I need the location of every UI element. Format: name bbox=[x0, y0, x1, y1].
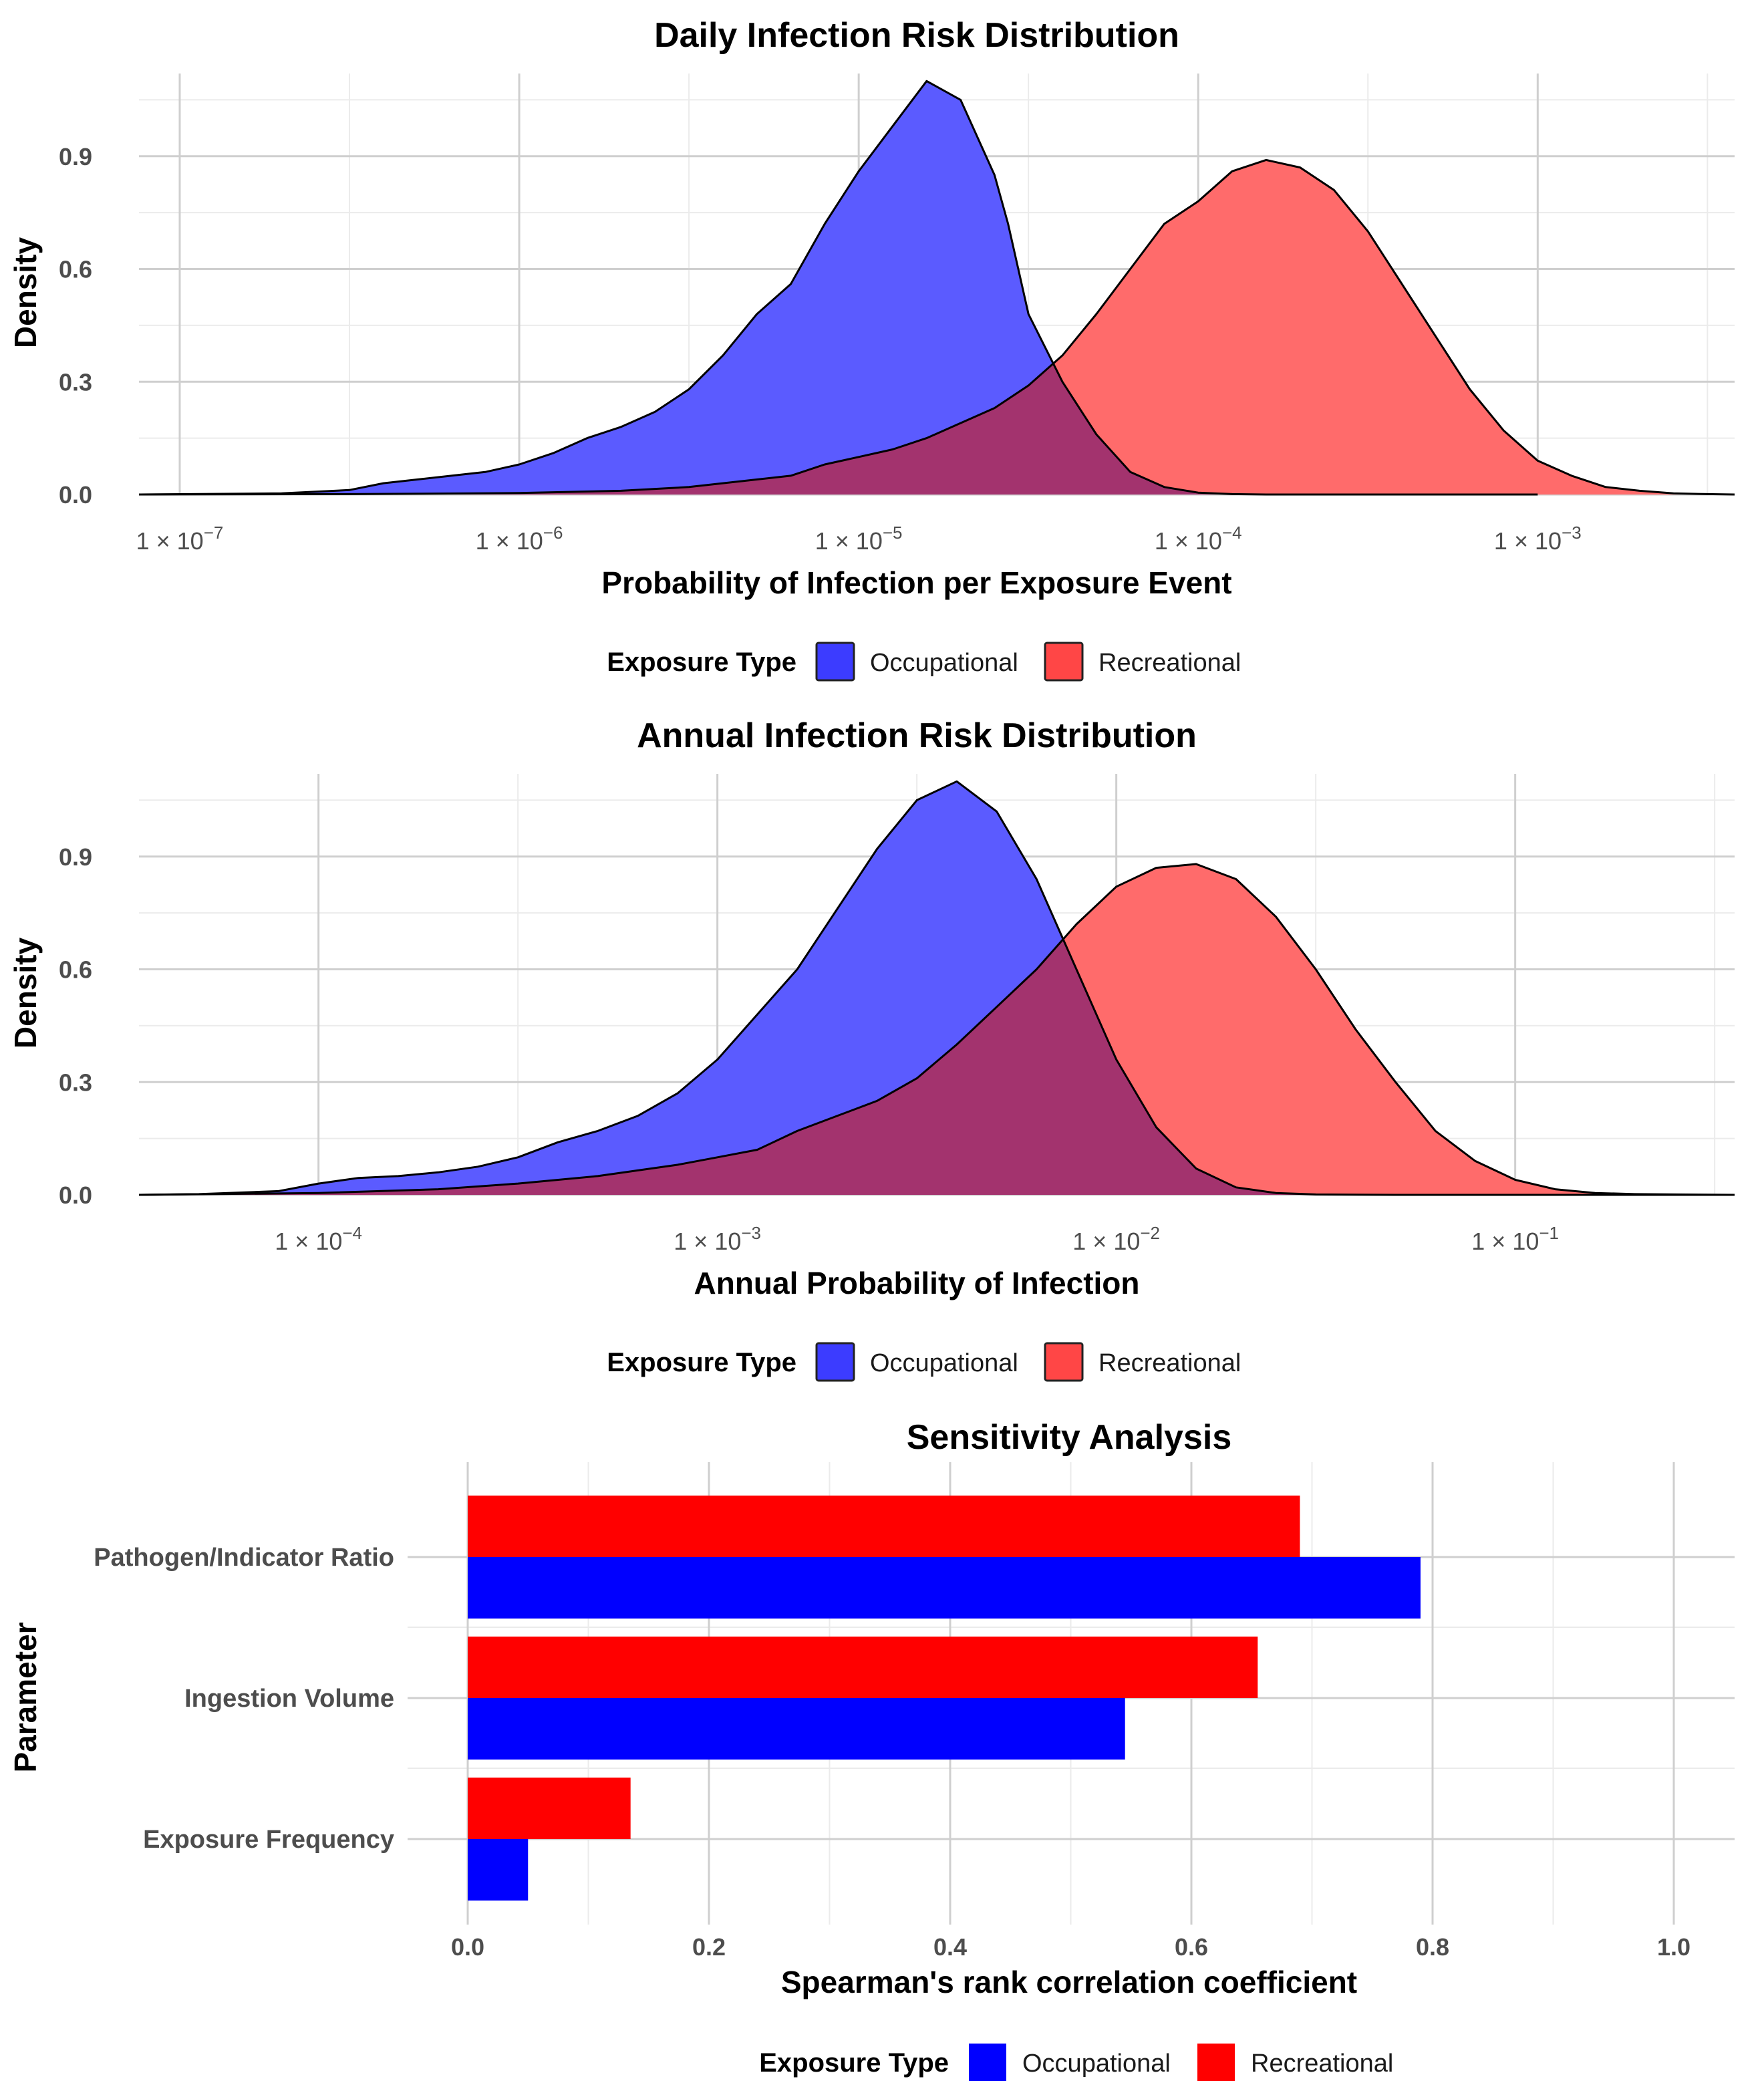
sensitivity-x-axis-title: Spearman's rank correlation coefficient bbox=[781, 1965, 1357, 1999]
x-tick-label: 1.0 bbox=[1657, 1933, 1690, 1961]
occupational-bar bbox=[468, 1557, 1421, 1619]
occupational-density-area bbox=[139, 81, 1538, 495]
annual-x-ticks: 1 × 10−4 1 × 10−3 1 × 10−2 1 × 10−1 bbox=[275, 1223, 1559, 1255]
x-tick-label: 0.4 bbox=[933, 1933, 967, 1961]
occupational-bar bbox=[468, 1839, 529, 1901]
x-tick-label: 1 × 10−5 bbox=[815, 523, 903, 555]
daily-y-axis-title: Density bbox=[8, 237, 43, 349]
recreational-bar bbox=[468, 1496, 1300, 1557]
daily-x-axis-title: Probability of Infection per Exposure Ev… bbox=[601, 565, 1231, 600]
daily-legend-recreational-swatch bbox=[1044, 642, 1084, 682]
recreational-bar bbox=[468, 1778, 631, 1839]
annual-chart-title: Annual Infection Risk Distribution bbox=[637, 716, 1197, 755]
x-tick-label: 1 × 10−7 bbox=[136, 523, 224, 555]
sensitivity-legend-occupational-swatch bbox=[969, 2044, 1006, 2081]
sensitivity-panel: Sensitivity Analysis Pathogen/Indicator … bbox=[8, 1418, 1735, 2081]
y-tick-label: 0.9 bbox=[59, 143, 92, 170]
x-tick-label: 0.2 bbox=[692, 1933, 726, 1961]
recreational-density-area bbox=[139, 160, 1735, 495]
daily-density-areas bbox=[138, 80, 1735, 496]
annual-x-axis-title: Annual Probability of Infection bbox=[694, 1266, 1140, 1300]
recreational-density-area bbox=[139, 864, 1735, 1195]
annual-y-ticks: 0.0 0.3 0.6 0.9 bbox=[59, 843, 92, 1209]
x-tick-label: 1 × 10−3 bbox=[674, 1223, 761, 1255]
category-label: Pathogen/Indicator Ratio bbox=[94, 1544, 394, 1572]
daily-legend-occupational-swatch bbox=[815, 642, 855, 682]
daily-chart-title: Daily Infection Risk Distribution bbox=[654, 16, 1179, 55]
y-tick-label: 0.9 bbox=[59, 843, 92, 871]
daily-legend-title: Exposure Type bbox=[607, 648, 796, 677]
y-tick-label: 0.3 bbox=[59, 1069, 92, 1096]
x-tick-label: 1 × 10−6 bbox=[476, 523, 563, 555]
occupational-density-outline bbox=[138, 80, 1538, 496]
occupational-bar bbox=[468, 1698, 1125, 1760]
x-tick-label: 1 × 10−4 bbox=[1155, 523, 1242, 555]
x-tick-label: 1 × 10−2 bbox=[1072, 1223, 1160, 1255]
annual-legend-recreational-label: Recreational bbox=[1098, 1349, 1241, 1377]
annual-y-axis-title: Density bbox=[8, 938, 43, 1049]
category-label: Exposure Frequency bbox=[143, 1826, 394, 1854]
annual-legend-occupational-label: Occupational bbox=[870, 1349, 1018, 1377]
recreational-density-outline bbox=[138, 863, 1735, 1196]
recreational-bar bbox=[468, 1637, 1258, 1698]
annual-legend: Exposure Type Occupational Recreational bbox=[607, 1342, 1241, 1382]
sensitivity-bars bbox=[468, 1496, 1421, 1901]
annual-legend-title: Exposure Type bbox=[607, 1348, 796, 1377]
recreational-density-outline bbox=[138, 158, 1735, 496]
annual-legend-occupational-swatch bbox=[815, 1342, 855, 1382]
sensitivity-legend-title: Exposure Type bbox=[759, 2048, 949, 2078]
daily-legend-recreational-label: Recreational bbox=[1098, 649, 1241, 677]
annual-legend-recreational-swatch bbox=[1044, 1342, 1084, 1382]
sensitivity-x-ticks: 0.0 0.2 0.4 0.6 0.8 1.0 bbox=[451, 1933, 1690, 1961]
annual-density-areas bbox=[138, 780, 1735, 1196]
sensitivity-legend-occupational-label: Occupational bbox=[1022, 2050, 1171, 2078]
x-tick-label: 1 × 10−4 bbox=[275, 1223, 362, 1255]
x-tick-label: 1 × 10−1 bbox=[1471, 1223, 1559, 1255]
y-tick-label: 0.0 bbox=[59, 481, 92, 509]
x-tick-label: 0.6 bbox=[1175, 1933, 1208, 1961]
daily-y-ticks: 0.0 0.3 0.6 0.9 bbox=[59, 143, 92, 509]
sensitivity-legend: Exposure Type Occupational Recreational bbox=[759, 2044, 1393, 2081]
y-tick-label: 0.3 bbox=[59, 368, 92, 396]
y-tick-label: 0.6 bbox=[59, 956, 92, 984]
x-tick-label: 0.0 bbox=[451, 1933, 484, 1961]
y-tick-label: 0.6 bbox=[59, 256, 92, 283]
x-tick-label: 1 × 10−3 bbox=[1494, 523, 1582, 555]
category-label: Ingestion Volume bbox=[184, 1685, 394, 1713]
y-tick-label: 0.0 bbox=[59, 1181, 92, 1209]
sensitivity-legend-recreational-swatch bbox=[1197, 2044, 1235, 2081]
x-tick-label: 0.8 bbox=[1416, 1933, 1449, 1961]
daily-x-ticks: 1 × 10−7 1 × 10−6 1 × 10−5 1 × 10−4 1 × 10−3 bbox=[136, 523, 1582, 555]
sensitivity-category-labels: Pathogen/Indicator Ratio Ingestion Volume… bbox=[94, 1544, 394, 1854]
daily-legend-occupational-label: Occupational bbox=[870, 649, 1018, 677]
daily-legend: Exposure Type Occupational Recreational bbox=[607, 642, 1241, 682]
sensitivity-legend-recreational-label: Recreational bbox=[1251, 2050, 1393, 2078]
sensitivity-chart-title: Sensitivity Analysis bbox=[907, 1418, 1232, 1457]
annual-risk-panel: Annual Infection Risk Distribution 0.00.… bbox=[8, 716, 1735, 1382]
sensitivity-y-axis-title: Parameter bbox=[8, 1622, 43, 1772]
daily-risk-panel: Daily Infection Risk Distribution 0.0 0.3… bbox=[8, 16, 1735, 682]
occupational-density-area bbox=[139, 781, 1735, 1195]
occupational-density-outline bbox=[138, 780, 1735, 1196]
